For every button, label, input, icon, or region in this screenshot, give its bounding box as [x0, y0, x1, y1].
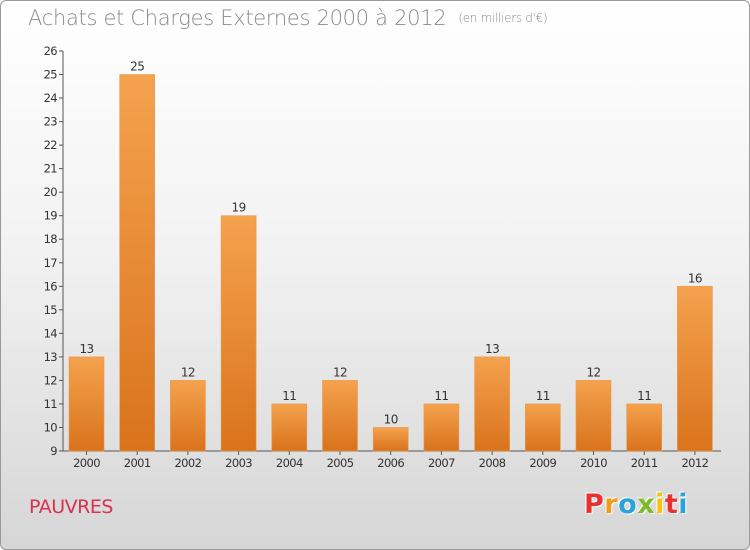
x-tick-label-2009: 2009: [529, 456, 556, 470]
data-label-2003: 19: [232, 201, 246, 215]
bar-2011: [626, 403, 663, 452]
chart-unit-note: (en milliers d'€): [458, 11, 548, 25]
y-tick-label: 12: [44, 373, 58, 387]
data-label-2010: 12: [586, 365, 600, 379]
y-tick-label: 20: [44, 185, 58, 199]
x-tick-label-2002: 2002: [174, 456, 201, 470]
bar-2006: [372, 427, 409, 452]
y-tick-label: 15: [44, 303, 58, 317]
y-tick-label: 19: [44, 209, 58, 223]
x-tick-label-2003: 2003: [225, 456, 252, 470]
data-label-2008: 13: [485, 342, 499, 356]
data-label-2011: 11: [637, 389, 651, 403]
y-tick-label: 14: [44, 326, 58, 340]
data-label-2004: 11: [282, 389, 296, 403]
logo-letter: o: [618, 489, 638, 520]
logo-letter: i: [678, 489, 689, 520]
bar-2001: [119, 74, 155, 452]
y-tick-label: 9: [50, 444, 57, 458]
logo-letter: x: [637, 489, 656, 520]
bar-2004: [271, 403, 308, 452]
data-label-2007: 11: [434, 389, 448, 403]
chart-bars: 13 25 12 19 11 12 10 11 13 11 12 11 16: [68, 60, 713, 452]
x-tick-label-2006: 2006: [377, 456, 404, 470]
data-label-2001: 25: [130, 60, 144, 74]
x-tick-label-2010: 2010: [580, 456, 607, 470]
y-tick-label: 25: [44, 68, 58, 82]
logo-letter: i: [655, 489, 665, 520]
data-label-2006: 10: [384, 412, 398, 426]
chart-title-text: Achats et Charges Externes 2000 à 2012: [28, 6, 447, 30]
bar-2007: [423, 403, 460, 452]
y-tick-label: 11: [44, 397, 58, 411]
commune-name: PAUVRES: [29, 496, 113, 518]
data-label-2012: 16: [688, 271, 702, 285]
chart-title: Achats et Charges Externes 2000 à 2012 (e…: [28, 6, 548, 30]
x-tick-label-2012: 2012: [681, 456, 708, 470]
bar-2005: [322, 380, 358, 452]
y-tick-label: 10: [44, 420, 58, 434]
bar-2009: [524, 403, 561, 452]
x-tick-label-2007: 2007: [428, 456, 455, 470]
data-label-2000: 13: [79, 342, 93, 356]
logo-letter: t: [664, 489, 679, 520]
y-tick-label: 16: [44, 279, 58, 293]
x-tick-label-2005: 2005: [327, 456, 354, 470]
bar-2003: [220, 215, 257, 452]
bar-2012: [677, 285, 713, 452]
y-tick-label: 13: [44, 350, 58, 364]
logo-letter: r: [604, 489, 619, 520]
y-tick-label: 23: [44, 115, 58, 129]
bar-2010: [575, 380, 612, 452]
x-tick-label-2000: 2000: [73, 456, 100, 470]
bar-2002: [170, 380, 206, 452]
bar-2000: [68, 356, 105, 452]
logo-letter: P: [584, 489, 605, 520]
y-tick-label: 26: [44, 44, 58, 58]
bar-2008: [474, 356, 510, 452]
y-tick-label: 22: [44, 138, 58, 152]
y-tick-label: 21: [44, 162, 58, 176]
data-label-2005: 12: [333, 365, 347, 379]
y-tick-label: 18: [44, 232, 58, 246]
x-tick-label-2008: 2008: [479, 456, 506, 470]
proxiti-logo[interactable]: Proxiti: [584, 489, 688, 520]
x-tick-label-2011: 2011: [631, 456, 658, 470]
x-tick-label-2001: 2001: [124, 456, 151, 470]
data-label-2009: 11: [536, 389, 550, 403]
y-tick-label: 24: [44, 91, 58, 105]
chart-axes: 9 10 11 12 13 14 15 16 17 18 19 20 21 22 23 24 25 26 2000 2…: [44, 44, 721, 470]
data-label-2002: 12: [181, 365, 195, 379]
x-tick-label-2004: 2004: [276, 456, 303, 470]
y-tick-label: 17: [44, 256, 58, 270]
